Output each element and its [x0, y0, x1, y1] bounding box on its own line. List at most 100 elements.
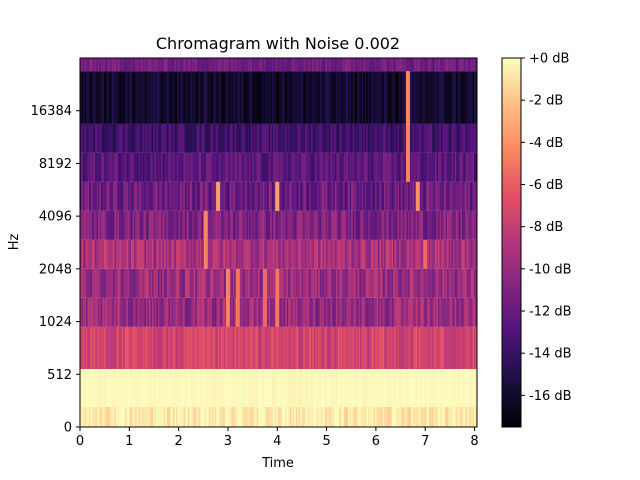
heatmap-cell [309, 268, 312, 298]
heatmap-cell [211, 152, 214, 182]
heatmap-cell [190, 239, 193, 269]
heatmap-cell [447, 239, 449, 269]
heatmap-cell [324, 58, 327, 72]
heatmap-highlight [203, 210, 208, 269]
heatmap-cell [352, 406, 355, 427]
heatmap-cell [196, 268, 199, 298]
heatmap-cell [442, 58, 445, 72]
heatmap-cell [124, 123, 127, 153]
heatmap-cell [88, 152, 91, 182]
heatmap-cell [279, 406, 282, 427]
heatmap-cell [207, 406, 210, 427]
heatmap-cell [171, 326, 174, 370]
heatmap-cell [151, 181, 154, 211]
heatmap-cell [352, 210, 355, 240]
heatmap-cell [121, 326, 124, 370]
heatmap-cell [445, 210, 448, 240]
heatmap-cell [411, 58, 413, 72]
heatmap-cell [169, 58, 172, 72]
heatmap-cell [442, 210, 445, 240]
heatmap-cell [442, 123, 445, 153]
heatmap-cell [376, 71, 379, 124]
heatmap-cell [166, 268, 169, 298]
heatmap-cell [318, 326, 321, 370]
heatmap-cell [348, 181, 351, 211]
heatmap-cell [241, 369, 244, 407]
heatmap-cell [244, 58, 247, 72]
heatmap-cell [199, 297, 202, 327]
heatmap-cell [402, 369, 404, 407]
heatmap-cell [159, 369, 162, 407]
heatmap-cell [253, 123, 256, 153]
heatmap-cell [154, 123, 157, 153]
heatmap-cell [237, 369, 240, 407]
heatmap-cell [102, 406, 105, 427]
heatmap-cell [180, 123, 183, 153]
heatmap-cell [457, 326, 460, 370]
heatmap-cell [142, 123, 145, 153]
heatmap-cell [205, 123, 208, 153]
heatmap-cell [192, 71, 195, 124]
heatmap-cell [201, 71, 204, 124]
heatmap-cell [250, 71, 253, 124]
heatmap-cell [312, 210, 315, 240]
heatmap-cell [325, 369, 328, 407]
heatmap-cell [457, 369, 460, 407]
heatmap-cell [144, 406, 147, 427]
heatmap-cell [151, 268, 154, 298]
heatmap-cell [150, 181, 153, 211]
heatmap-cell [423, 181, 425, 211]
heatmap-cell [346, 239, 349, 269]
heatmap-cell [193, 369, 196, 407]
heatmap-cell [409, 123, 412, 153]
heatmap-cell [286, 369, 289, 407]
heatmap-cell [192, 181, 195, 211]
heatmap-cell [328, 152, 331, 182]
heatmap-cell [243, 326, 246, 370]
heatmap-cell [352, 181, 355, 211]
heatmap-cell [282, 369, 285, 407]
heatmap-cell [472, 210, 475, 240]
heatmap-cell [180, 239, 183, 269]
heatmap-cell [108, 369, 111, 407]
heatmap-cell [261, 58, 264, 72]
heatmap-cell [472, 406, 475, 427]
heatmap-cell [259, 406, 262, 427]
heatmap-cell [435, 297, 437, 327]
heatmap-cell [148, 123, 151, 153]
heatmap-cell [412, 123, 415, 153]
heatmap-cell [282, 326, 285, 370]
heatmap-cell [264, 369, 267, 407]
heatmap-cell [441, 152, 443, 182]
heatmap-cell [406, 210, 409, 240]
heatmap-cell [211, 326, 214, 370]
heatmap-cell [202, 152, 205, 182]
heatmap-cell [460, 58, 463, 72]
heatmap-cell [267, 123, 270, 153]
heatmap-cell [183, 239, 186, 269]
heatmap-cell [93, 268, 96, 298]
heatmap-cell [448, 239, 451, 269]
heatmap-cell [102, 58, 105, 72]
heatmap-cell [133, 152, 136, 182]
heatmap-cell [445, 326, 448, 370]
heatmap-cell [207, 123, 210, 153]
heatmap-cell [84, 71, 87, 124]
heatmap-cell [163, 123, 166, 153]
heatmap-cell [151, 239, 154, 269]
heatmap-cell [112, 210, 115, 240]
heatmap-cell [397, 326, 400, 370]
heatmap-cell [88, 326, 91, 370]
heatmap-cell [214, 297, 217, 327]
heatmap-cell [427, 71, 430, 124]
heatmap-cell [105, 268, 108, 298]
heatmap-cell [165, 210, 168, 240]
heatmap-cell [154, 268, 157, 298]
heatmap-cell [277, 58, 280, 72]
heatmap-cell [333, 297, 336, 327]
heatmap-cell [162, 123, 165, 153]
heatmap-cell [369, 406, 372, 427]
heatmap-cell [325, 71, 328, 124]
heatmap-cell [207, 369, 210, 407]
